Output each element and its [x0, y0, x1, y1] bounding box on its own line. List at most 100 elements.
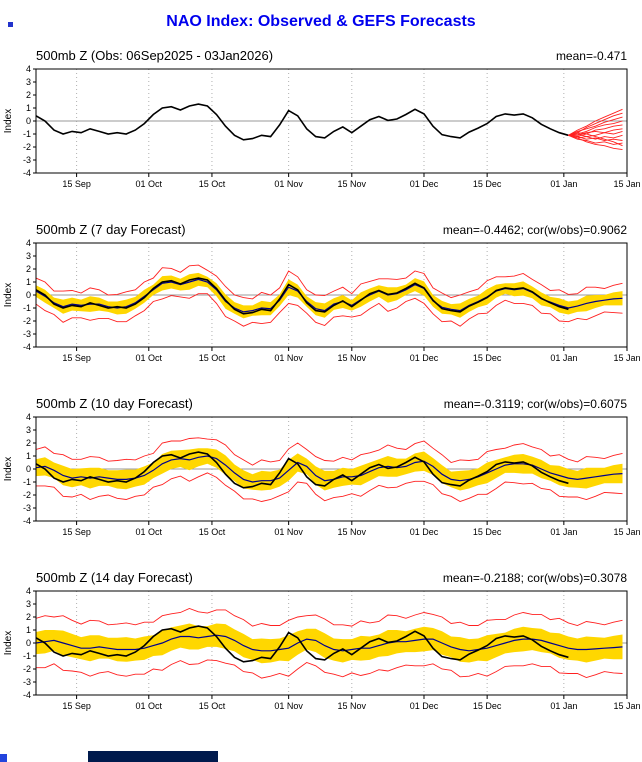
x-tick-label: 01 Oct — [136, 179, 163, 189]
panel-stats-7day: mean=-0.4462; cor(w/obs)=0.9062 — [442, 223, 627, 237]
y-tick-label: 0 — [26, 638, 31, 648]
y-tick-label: 4 — [26, 587, 31, 596]
x-tick-label: 01 Jan — [550, 353, 577, 363]
forecast-mean-line — [36, 634, 623, 652]
gridlines — [36, 69, 628, 173]
ensemble-member-line — [568, 134, 623, 140]
y-tick-label: -2 — [23, 316, 31, 326]
panel-title-7day: 500mb Z (7 day Forecast) — [36, 222, 186, 237]
panels-container: 500mb Z (Obs: 06Sep2025 - 03Jan2026) mea… — [0, 47, 642, 727]
corner-marker — [8, 22, 13, 27]
x-tick-label: 15 Sep — [62, 179, 91, 189]
x-tick-label: 15 Dec — [473, 527, 502, 537]
x-tick-label: 01 Dec — [410, 179, 439, 189]
x-tick-label: 01 Nov — [274, 701, 303, 711]
x-tick-label: 15 Sep — [62, 701, 91, 711]
x-tick-label: 01 Jan — [550, 701, 577, 711]
bottom-bar-fragment — [88, 751, 218, 762]
page-title: NAO Index: Observed & GEFS Forecasts — [166, 13, 476, 30]
axis: -4 -3 -2 -1 0 1 2 3 4 15 Sep 01 Oct 15 Oct 01 Nov 15 … — [3, 587, 641, 711]
x-tick-label: 01 Jan — [550, 527, 577, 537]
y-tick-label: -4 — [23, 690, 31, 700]
envelope-upper-line — [36, 264, 623, 300]
panel-header: 500mb Z (14 day Forecast) mean=-0.2188; … — [0, 569, 642, 587]
ensemble-spread-band — [36, 272, 623, 319]
axis: -4 -3 -2 -1 0 1 2 3 4 15 Sep 01 Oct 15 Oct 01 Nov 15 … — [3, 65, 641, 189]
x-tick-label: 15 Dec — [473, 353, 502, 363]
ensemble-member-line — [568, 112, 623, 136]
y-tick-label: 2 — [26, 612, 31, 622]
y-tick-label: -2 — [23, 490, 31, 500]
plot-10day-forecast: -4 -3 -2 -1 0 1 2 3 4 15 Sep 01 Oct 15 Oct 01 Nov 15 … — [3, 413, 641, 537]
series — [36, 264, 623, 327]
envelope-lower-line — [36, 659, 623, 679]
y-axis-label: Index — [3, 283, 14, 307]
envelope-upper-line — [36, 437, 623, 466]
y-tick-label: -4 — [23, 342, 31, 352]
y-tick-label: 3 — [26, 599, 31, 609]
y-tick-label: -1 — [23, 651, 31, 661]
panel-header: 500mb Z (Obs: 06Sep2025 - 03Jan2026) mea… — [0, 47, 642, 65]
y-tick-label: -2 — [23, 664, 31, 674]
y-tick-label: 4 — [26, 413, 31, 422]
x-tick-label: 01 Dec — [410, 701, 439, 711]
y-tick-label: 3 — [26, 77, 31, 87]
y-tick-label: -3 — [23, 503, 31, 513]
series — [36, 437, 623, 502]
y-tick-label: 0 — [26, 464, 31, 474]
x-tick-label: 01 Jan — [550, 179, 577, 189]
x-tick-label: 01 Nov — [274, 179, 303, 189]
panel-stats-14day: mean=-0.2188; cor(w/obs)=0.3078 — [442, 571, 627, 585]
ensemble-member-line — [568, 134, 623, 145]
y-tick-label: 2 — [26, 90, 31, 100]
y-tick-label: -1 — [23, 303, 31, 313]
x-tick-label: 01 Nov — [274, 353, 303, 363]
x-tick-label: 15 Jan — [613, 701, 640, 711]
y-tick-label: 2 — [26, 438, 31, 448]
panel-title-observed: 500mb Z (Obs: 06Sep2025 - 03Jan2026) — [36, 48, 274, 63]
panel-7day-forecast: 500mb Z (7 day Forecast) mean=-0.4462; c… — [0, 221, 642, 379]
y-tick-label: 3 — [26, 251, 31, 261]
x-tick-label: 15 Oct — [199, 353, 226, 363]
x-tick-label: 15 Oct — [199, 701, 226, 711]
x-tick-label: 01 Oct — [136, 701, 163, 711]
x-tick-label: 01 Nov — [274, 527, 303, 537]
x-tick-label: 15 Sep — [62, 527, 91, 537]
y-tick-label: -3 — [23, 329, 31, 339]
y-tick-label: -1 — [23, 129, 31, 139]
observed-line — [36, 277, 569, 315]
y-tick-label: -1 — [23, 477, 31, 487]
y-tick-label: -3 — [23, 155, 31, 165]
y-tick-label: -4 — [23, 168, 31, 178]
x-tick-label: 01 Dec — [410, 353, 439, 363]
x-tick-label: 15 Oct — [199, 527, 226, 537]
x-tick-label: 15 Oct — [199, 179, 226, 189]
ensemble-member-line — [568, 108, 623, 136]
x-tick-label: 15 Jan — [613, 353, 640, 363]
y-tick-label: -3 — [23, 677, 31, 687]
x-tick-label: 01 Dec — [410, 527, 439, 537]
ensemble-member-line — [568, 116, 623, 136]
observed-line — [36, 625, 569, 663]
x-tick-label: 15 Jan — [613, 527, 640, 537]
envelope-lower-line — [36, 472, 623, 502]
envelope-lower-line — [36, 293, 623, 327]
panel-stats-10day: mean=-0.3119; cor(w/obs)=0.6075 — [443, 397, 627, 411]
axis: -4 -3 -2 -1 0 1 2 3 4 15 Sep 01 Oct 15 Oct 01 Nov 15 … — [3, 413, 641, 537]
y-tick-label: 1 — [26, 103, 31, 113]
ensemble-member-line — [568, 133, 623, 147]
series — [36, 103, 623, 151]
y-tick-label: 1 — [26, 277, 31, 287]
ensemble-member-line — [568, 120, 623, 136]
panel-title-14day: 500mb Z (14 day Forecast) — [36, 570, 193, 585]
x-tick-label: 15 Nov — [338, 353, 367, 363]
panel-stats-observed: mean=-0.471 — [555, 49, 627, 63]
plot-observed: -4 -3 -2 -1 0 1 2 3 4 15 Sep 01 Oct 15 Oct 01 Nov 15 … — [3, 65, 641, 189]
envelope-upper-line — [36, 608, 623, 627]
y-tick-label: 0 — [26, 290, 31, 300]
y-axis-label: Index — [3, 457, 14, 481]
y-tick-label: -4 — [23, 516, 31, 526]
x-tick-label: 15 Dec — [473, 179, 502, 189]
axis: -4 -3 -2 -1 0 1 2 3 4 15 Sep 01 Oct 15 Oct 01 Nov 15 … — [3, 239, 641, 363]
y-tick-label: 1 — [26, 451, 31, 461]
